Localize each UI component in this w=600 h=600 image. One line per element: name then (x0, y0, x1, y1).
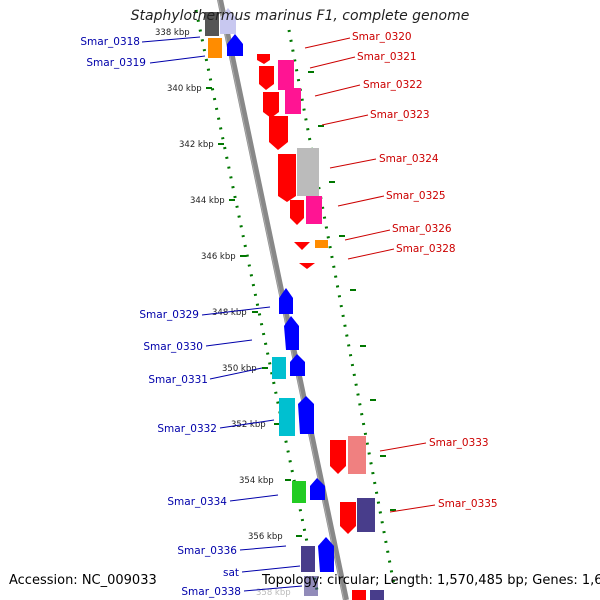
gene-block-smar0333 (348, 436, 366, 474)
gene-block-smar0322 (285, 88, 301, 114)
leader-lines-reverse (141, 36, 303, 592)
gene-block (370, 590, 384, 600)
gene-block-smar0331 (272, 357, 286, 379)
gene-label-sat: sat (223, 567, 239, 579)
gene-arrow-smar0328 (299, 263, 315, 269)
gene-block (205, 12, 219, 36)
gene-block-smar0334 (292, 481, 306, 503)
gene-arrow-smar0323 (269, 116, 288, 150)
tick-label: 348 kbp (212, 308, 247, 318)
gene-label-smar0328: Smar_0328 (396, 243, 456, 255)
gene-arrow-smar0335 (340, 502, 356, 534)
gene-block-smar0324 (297, 148, 319, 196)
gene-arrow (220, 8, 236, 34)
gene-label-smar0333: Smar_0333 (429, 437, 489, 449)
gene-arrow-smar0325 (290, 200, 304, 225)
gene-label-smar0325: Smar_0325 (386, 190, 446, 202)
gene-block (352, 590, 366, 600)
gene-label-smar0320: Smar_0320 (352, 31, 412, 43)
gene-label-smar0336: Smar_0336 (177, 545, 237, 557)
gene-arrow (310, 478, 325, 500)
gene-arrow-smar0326 (294, 242, 310, 250)
tick-label: 344 kbp (190, 196, 225, 206)
gene-label-smar0324: Smar_0324 (379, 153, 439, 165)
gene-arrow-sat (318, 537, 334, 572)
gene-arrow-smar0322 (263, 92, 279, 118)
gene-arrow-smar0324 (278, 154, 296, 202)
gene-arrow-smar0333 (330, 440, 346, 474)
tick-label: 338 kbp (155, 28, 190, 38)
gene-label-smar0318: Smar_0318 (80, 36, 140, 48)
tick-label: 352 kbp (231, 420, 266, 430)
gene-label-smar0323: Smar_0323 (370, 109, 430, 121)
gene-block-smar0332 (279, 398, 295, 436)
gene-arrow-smar0318 (227, 34, 243, 56)
map-title: Staphylothermus marinus F1, complete gen… (130, 8, 470, 24)
gene-block-smar0326 (315, 240, 328, 248)
gene-label-smar0319: Smar_0319 (86, 57, 146, 69)
gene-block-smar0335 (357, 498, 375, 532)
gene-arrow-smar0320 (257, 54, 270, 64)
gene-block-smar0338 (304, 576, 318, 596)
gene-label-smar0338: Smar_0338 (181, 586, 241, 598)
gene-label-smar0335: Smar_0335 (438, 498, 498, 510)
gene-block-smar0325 (306, 196, 322, 224)
accession-label: Accession: NC_009033 (9, 573, 157, 588)
gene-block-smar0336 (301, 546, 315, 572)
gene-label-smar0334: Smar_0334 (167, 496, 227, 508)
tick-label: 358 kbp (256, 588, 291, 598)
gene-block-smar0319 (208, 38, 222, 58)
gene-arrow-smar0321 (259, 66, 274, 90)
gene-label-smar0332: Smar_0332 (157, 423, 217, 435)
gene-label-smar0321: Smar_0321 (357, 51, 417, 63)
gene-label-smar0326: Smar_0326 (392, 223, 452, 235)
tick-label: 350 kbp (222, 364, 257, 374)
gene-arrow (290, 354, 305, 376)
tick-label: 356 kbp (248, 532, 283, 542)
tick-label: 342 kbp (179, 140, 214, 150)
tick-label: 346 kbp (201, 252, 236, 262)
gene-label-smar0322: Smar_0322 (363, 79, 423, 91)
ruler-major-ticks (206, 71, 396, 537)
leader-lines-forward (304, 37, 436, 513)
gene-label-smar0330: Smar_0330 (143, 341, 203, 353)
tick-label: 354 kbp (239, 476, 274, 486)
gene-arrow-smar0330 (284, 316, 299, 350)
gene-label-smar0329: Smar_0329 (139, 309, 199, 321)
gene-label-smar0331: Smar_0331 (148, 374, 208, 386)
gene-arrow-smar0329 (279, 288, 293, 314)
reverse-strand-genes (205, 8, 334, 596)
genome-summary: Topology: circular; Length: 1,570,485 bp… (262, 573, 600, 588)
gene-arrow (298, 396, 314, 434)
forward-strand-genes (257, 54, 384, 600)
gene-block-smar0321 (278, 60, 294, 90)
tick-label: 340 kbp (167, 84, 202, 94)
